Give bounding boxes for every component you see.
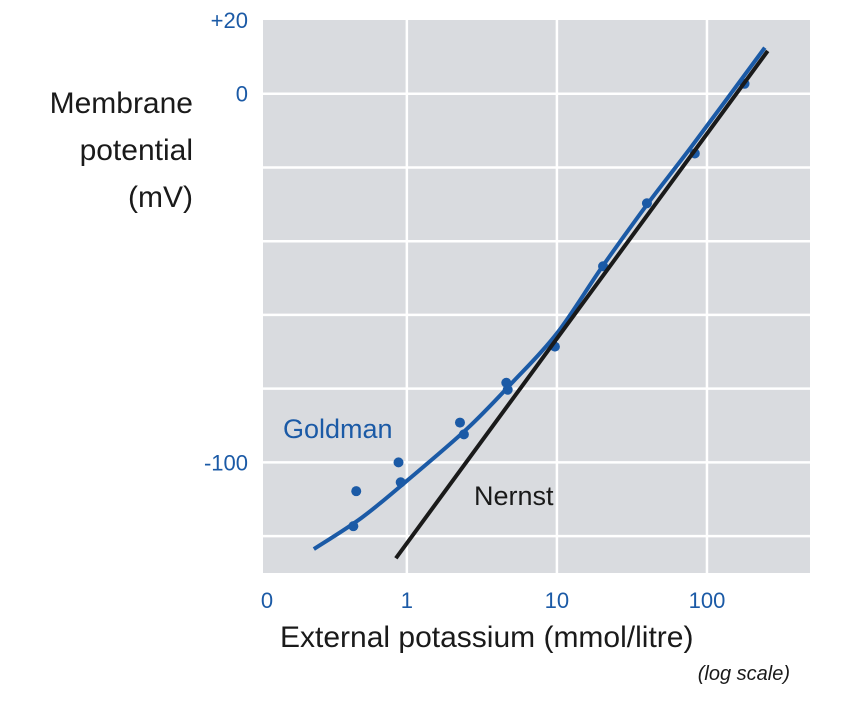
goldman-curve — [312, 46, 767, 551]
x-tick-label: 0 — [261, 588, 273, 613]
series-label-goldman: Goldman — [283, 414, 393, 444]
x-axis-title: External potassium (mmol/litre) — [280, 621, 693, 654]
series-layer — [312, 46, 770, 560]
y-axis-label-line: potential — [80, 134, 193, 167]
y-axis-label: Membrane potential (mV) — [50, 87, 193, 214]
y-ticks: +20 0 -100 — [204, 8, 248, 475]
data-point — [393, 457, 404, 468]
x-tick-label: 100 — [689, 588, 726, 613]
gridlines — [263, 20, 810, 573]
series-label-nernst: Nernst — [474, 481, 554, 511]
x-ticks: 0 1 10 100 — [261, 588, 725, 613]
y-axis-label-line: (mV) — [128, 181, 193, 214]
nernst-line — [394, 49, 770, 560]
x-axis-scale-note: (log scale) — [698, 663, 790, 685]
y-tick-label: +20 — [211, 8, 248, 33]
y-axis-label-line: Membrane — [50, 87, 193, 120]
x-tick-label: 1 — [401, 588, 413, 613]
x-tick-label: 10 — [545, 588, 569, 613]
y-tick-label: -100 — [204, 450, 248, 475]
y-tick-label: 0 — [236, 82, 248, 107]
data-point — [454, 417, 465, 428]
data-point — [351, 486, 362, 497]
